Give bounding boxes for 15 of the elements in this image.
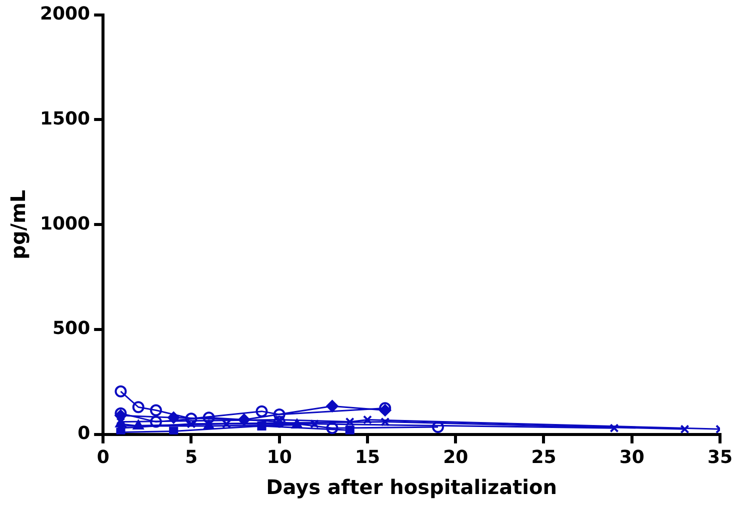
x-tick-label: 5	[184, 446, 198, 468]
x-axis-title: Days after hospitalization	[266, 475, 557, 500]
y-tick-label: 0	[78, 423, 90, 444]
x-tick-label: 20	[443, 446, 468, 468]
y-tick-label: 1000	[40, 213, 90, 234]
x-tick-label: 35	[707, 446, 733, 468]
y-tick-label: 500	[52, 318, 90, 340]
y-axis-title: pg/mL	[6, 190, 30, 260]
x-tick-label: 25	[531, 446, 556, 468]
x-tick-label: 10	[266, 446, 292, 468]
y-tick-label: 2000	[40, 3, 90, 24]
y-tick-label: 1500	[40, 108, 90, 130]
x-tick-label: 15	[354, 446, 380, 468]
x-tick-label: 0	[96, 446, 110, 468]
x-tick-label: 30	[619, 446, 644, 468]
